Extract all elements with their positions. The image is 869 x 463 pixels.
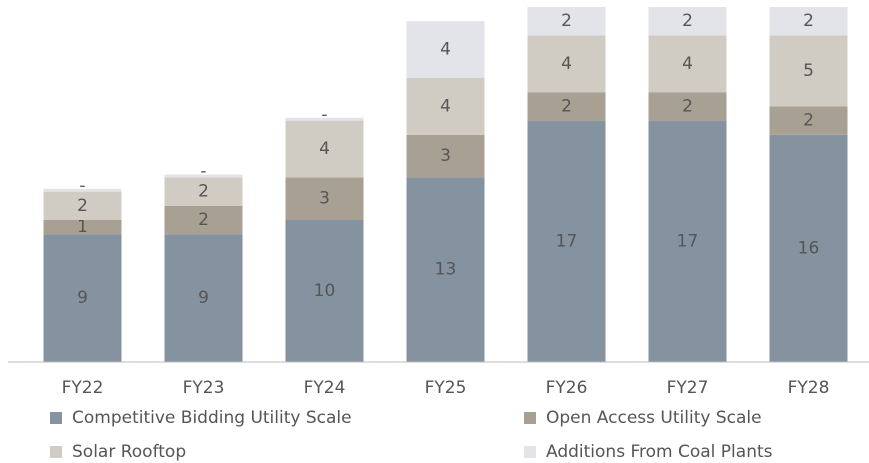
bar-segment [769, 106, 848, 135]
data-label: 16 [798, 238, 820, 258]
bar-segment [164, 205, 243, 235]
data-label: - [79, 176, 85, 196]
data-label: 3 [319, 189, 330, 209]
x-tick-label: FY28 [788, 378, 830, 398]
bar-segment [406, 134, 485, 178]
data-label: 2 [803, 11, 814, 31]
data-label: 1 [77, 217, 88, 237]
data-label: 4 [561, 54, 572, 74]
legend-label: Open Access Utility Scale [546, 408, 762, 428]
bar-segment [527, 7, 606, 36]
bar-segment [164, 177, 243, 206]
legend-label: Competitive Bidding Utility Scale [72, 408, 352, 428]
bar-segment [527, 92, 606, 121]
bar-segment [648, 92, 727, 121]
x-tick-label: FY22 [62, 378, 104, 398]
bar-segment [285, 220, 364, 362]
data-label: 10 [314, 281, 336, 301]
bar-segment [527, 35, 606, 93]
data-label: - [200, 162, 206, 182]
bar-segment [769, 7, 848, 36]
data-label: 9 [77, 288, 88, 308]
legend-swatch [50, 412, 62, 424]
bar-segment [43, 188, 122, 192]
data-label: 5 [803, 61, 814, 81]
bar-segment [769, 35, 848, 107]
data-label: 2 [198, 210, 209, 230]
data-label: 2 [561, 11, 572, 31]
x-tick-label: FY23 [183, 378, 225, 398]
bar-segment [527, 120, 606, 362]
data-label: 4 [440, 40, 451, 60]
bar-segment [648, 7, 727, 36]
data-label: 2 [561, 96, 572, 116]
data-label: 17 [677, 231, 699, 251]
x-tick-label: FY26 [546, 378, 588, 398]
legend-swatch [524, 412, 536, 424]
bar-segment [648, 120, 727, 362]
legend-swatch [524, 446, 536, 458]
data-label: 2 [682, 11, 693, 31]
x-tick-label: FY24 [304, 378, 346, 398]
bar-segment [164, 174, 243, 178]
bar-segment [43, 191, 122, 220]
bar-segment [648, 35, 727, 93]
data-label: - [321, 105, 327, 125]
data-label: 4 [319, 139, 330, 159]
bar-segment [406, 78, 485, 135]
data-label: 2 [198, 182, 209, 202]
data-label: 13 [435, 260, 457, 280]
data-label: 3 [440, 146, 451, 166]
bar-segment [406, 177, 485, 362]
bar-segment [285, 177, 364, 220]
bar-segment [285, 117, 364, 121]
data-label: 2 [682, 96, 693, 116]
bar-segment [43, 220, 122, 235]
data-label: 17 [556, 231, 578, 251]
data-label: 2 [803, 111, 814, 131]
legend-label: Solar Rooftop [72, 442, 186, 462]
data-label: 4 [682, 54, 693, 74]
bar-segment [164, 234, 243, 362]
data-label: 4 [440, 96, 451, 116]
bar-segment [43, 234, 122, 362]
legend-swatch [50, 446, 62, 458]
data-label: 9 [198, 288, 209, 308]
legend-label: Additions From Coal Plants [546, 442, 773, 462]
bar-segment [406, 21, 485, 78]
x-tick-label: FY27 [667, 378, 709, 398]
data-label: 2 [77, 196, 88, 216]
bar-segment [769, 134, 848, 362]
x-tick-label: FY25 [425, 378, 467, 398]
bar-segment [285, 120, 364, 178]
